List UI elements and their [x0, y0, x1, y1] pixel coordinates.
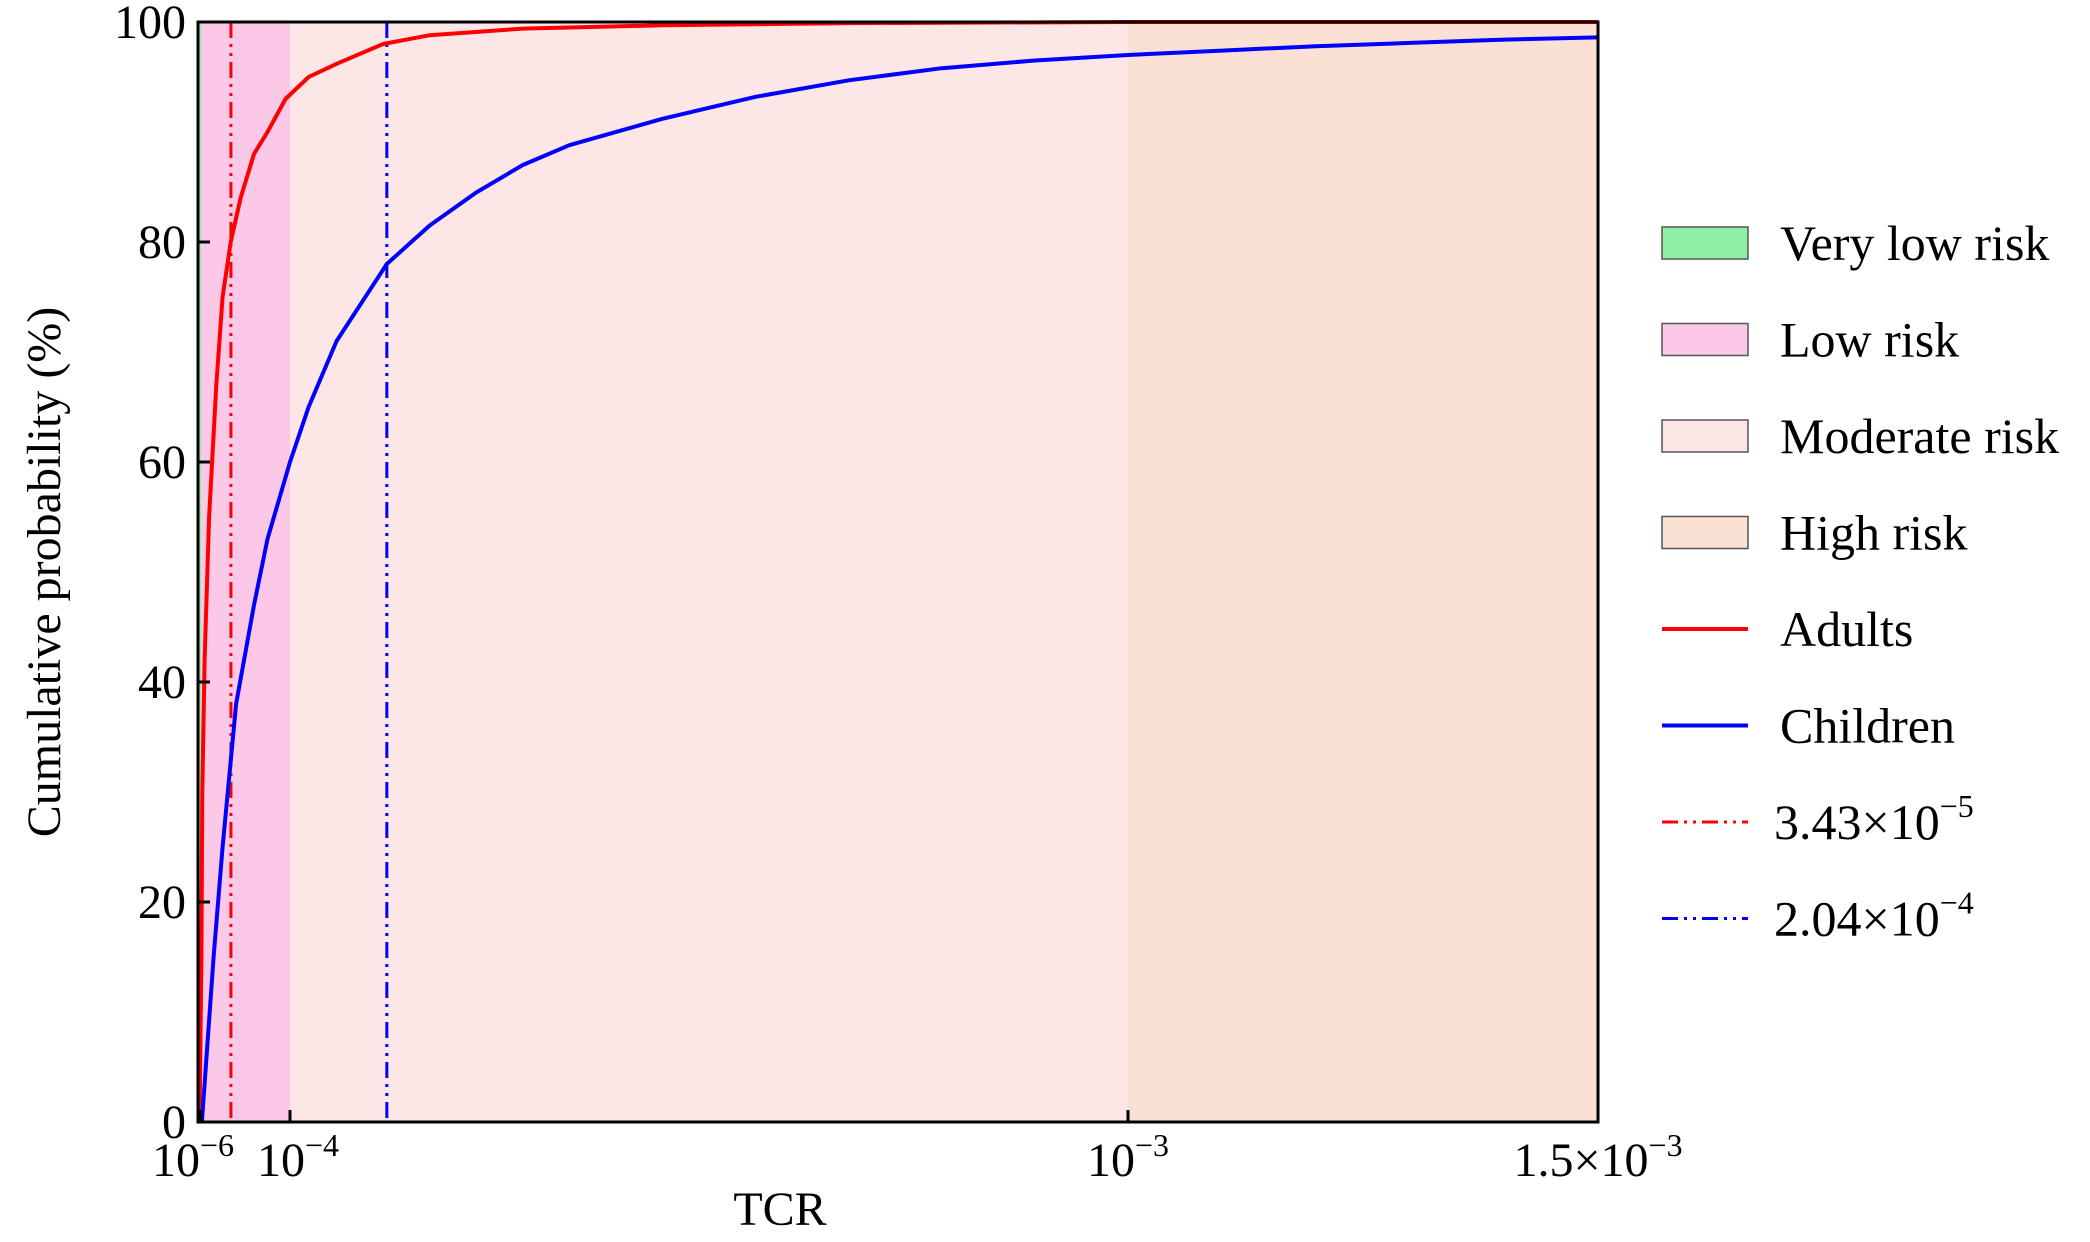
y-axis-title: Cumulative probability (%) [18, 307, 71, 838]
legend: Very low risk Low risk Moderate risk High r… [1661, 215, 2059, 947]
legend-label-series-0: Adults [1780, 601, 1913, 657]
x-tick-label-2: 10−3 [1087, 1127, 1169, 1187]
region-2 [290, 22, 1128, 1122]
series-line-1 [199, 35, 1599, 1123]
y-tick-label-1: 20 [138, 876, 186, 929]
legend-label-region-0: Very low risk [1780, 215, 2049, 271]
x-axis-ticks: 10−6 10−4 10−3 1.5×10−3 [152, 1110, 1683, 1187]
legend-swatch-region-3 [1661, 515, 1749, 550]
y-axis-ticks: 0 20 40 60 80 100 [114, 0, 210, 1149]
y-tick-label-4: 80 [138, 216, 186, 269]
reference-lines [229, 22, 389, 1122]
y-tick-label-2: 40 [138, 656, 186, 709]
region-3 [1128, 22, 1598, 1122]
x-tick-label-3: 1.5×10−3 [1513, 1127, 1682, 1187]
x-tick-label-0: 10−6 [152, 1127, 234, 1187]
risk-regions [198, 22, 1598, 1122]
legend-label-refline-1: 2.04×10−4 [1774, 885, 1974, 947]
y-tick-label-3: 60 [138, 436, 186, 489]
plot-frame [196, 20, 1600, 1124]
legend-label-region-3: High risk [1780, 505, 1968, 561]
y-tick-label-0: 0 [162, 1096, 186, 1149]
x-tick-label-1: 10−4 [257, 1127, 339, 1187]
legend-swatch-region-2 [1661, 419, 1749, 453]
legend-label-region-1: Low risk [1780, 312, 1959, 368]
legend-swatch-region-1 [1661, 322, 1749, 357]
series-line-0 [197, 20, 1598, 1123]
legend-swatch-region-0 [1661, 226, 1749, 260]
series-lines [197, 20, 1599, 1123]
legend-label-refline-0: 3.43×10−5 [1774, 788, 1974, 850]
x-axis-title: TCR [733, 1183, 826, 1236]
legend-label-region-2: Moderate risk [1780, 408, 2059, 464]
legend-label-series-1: Children [1780, 698, 1955, 754]
y-tick-label-5: 100 [114, 0, 186, 49]
